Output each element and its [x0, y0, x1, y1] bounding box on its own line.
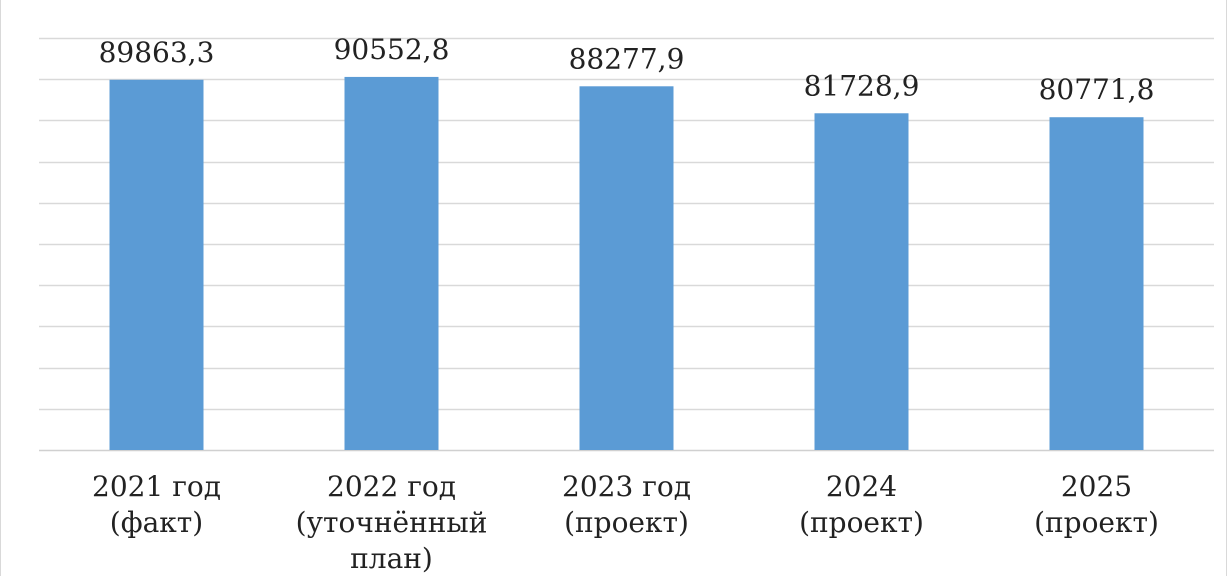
x-tick-label: 2022 год (уточнённый план) — [296, 470, 488, 575]
x-tick-label-line: план) — [350, 542, 433, 575]
x-tick-label: 2024 (проект) — [799, 470, 924, 539]
x-axis-tick-labels: 2021 год (факт)2022 год (уточнённый план)20… — [92, 470, 1159, 575]
data-labels: 89863,3 90552,8 88277,9 81728,9 80771,8 — [99, 33, 1155, 106]
x-tick-label: 2025 (проект) — [1034, 470, 1159, 539]
x-tick-label: 2021 год (факт) — [92, 470, 221, 539]
bar — [579, 86, 674, 451]
data-label: 80771,8 — [1039, 73, 1155, 106]
data-label: 89863,3 — [99, 36, 215, 69]
bar — [109, 79, 204, 450]
data-label: 81728,9 — [804, 69, 920, 102]
x-tick-label-line: (факт) — [110, 506, 203, 539]
x-tick-label-line: 2021 год — [92, 470, 221, 503]
data-label: 90552,8 — [334, 33, 450, 66]
x-tick-label-line: (уточнённый — [296, 506, 488, 539]
x-tick-label-line: (проект) — [1034, 506, 1159, 539]
x-tick-label-line: 2025 — [1061, 470, 1132, 503]
x-tick-label-line: 2022 год — [327, 470, 456, 503]
bars — [109, 76, 1144, 451]
data-label: 88277,9 — [569, 42, 685, 75]
x-tick-label-line: 2023 год — [562, 470, 691, 503]
x-tick-label-line: (проект) — [799, 506, 924, 539]
x-tick-label-line: (проект) — [564, 506, 689, 539]
x-tick-label: 2023 год (проект) — [562, 470, 691, 539]
bar — [344, 76, 439, 451]
x-tick-label-line: 2024 — [826, 470, 897, 503]
bar — [1049, 117, 1144, 450]
bar — [814, 113, 909, 451]
